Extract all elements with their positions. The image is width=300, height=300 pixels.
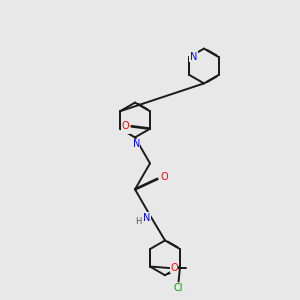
Text: O: O: [170, 263, 178, 273]
Text: N: N: [122, 123, 129, 133]
Text: N: N: [133, 139, 140, 149]
Text: N: N: [190, 52, 197, 62]
Text: O: O: [160, 172, 168, 182]
Text: O: O: [121, 121, 129, 131]
Text: Cl: Cl: [174, 283, 183, 293]
Text: N: N: [143, 213, 150, 223]
Text: H: H: [135, 218, 142, 226]
